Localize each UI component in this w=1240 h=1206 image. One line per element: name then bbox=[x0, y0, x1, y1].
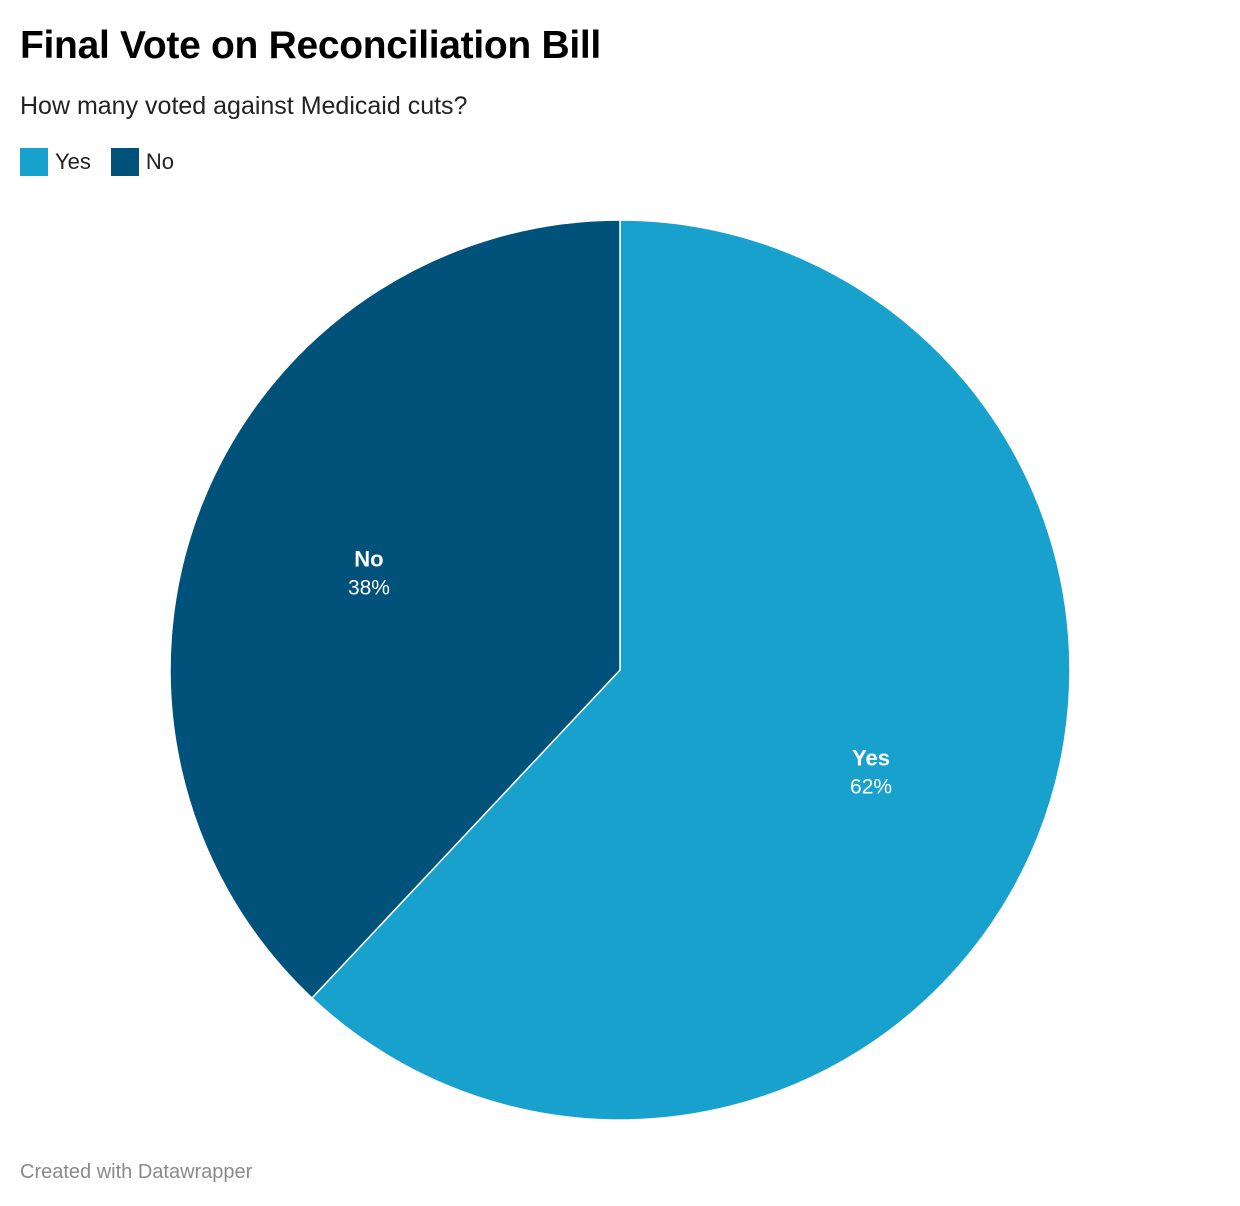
slice-label-no: No bbox=[354, 547, 383, 572]
slice-value-no: 38% bbox=[348, 577, 390, 600]
legend: Yes No bbox=[20, 147, 174, 177]
chart-subtitle: How many voted against Medicaid cuts? bbox=[20, 92, 468, 120]
legend-item-no: No bbox=[110, 148, 175, 176]
legend-label-no: No bbox=[145, 149, 175, 174]
slice-value-yes: 62% bbox=[850, 775, 892, 798]
pie-slice-yes bbox=[311, 219, 1071, 1121]
legend-item-yes: Yes bbox=[20, 148, 91, 176]
credit-footer: Created with Datawrapper bbox=[20, 1161, 253, 1183]
slice-label-yes: Yes bbox=[852, 745, 890, 770]
chart-title: Final Vote on Reconciliation Bill bbox=[20, 24, 601, 67]
legend-swatch-no bbox=[110, 148, 139, 176]
legend-swatch-yes bbox=[20, 148, 48, 176]
legend-label-yes: Yes bbox=[55, 149, 91, 174]
pie-slice-no bbox=[169, 219, 621, 999]
